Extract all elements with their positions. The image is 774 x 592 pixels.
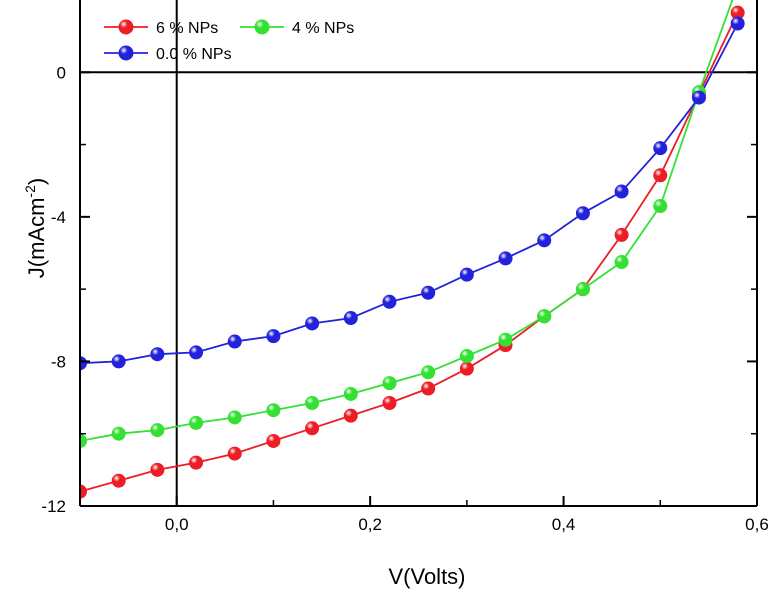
legend-marker-0 [118, 19, 134, 35]
data-point [382, 395, 397, 410]
legend-label-0: 6 % NPs [156, 20, 218, 37]
y-axis-title-main: J(mAcm [24, 198, 49, 279]
series-line-1 [80, 0, 734, 442]
data-point [227, 446, 242, 461]
y-tick-label: -12 [41, 497, 66, 516]
data-point [459, 361, 474, 376]
legend-marker-2 [118, 45, 134, 61]
legend-label-2: 0.0 % NPs [156, 46, 232, 63]
data-point [227, 334, 242, 349]
data-point [343, 408, 358, 423]
data-point [653, 168, 668, 183]
series-line-0 [80, 12, 739, 493]
x-axis-title: V(Volts) [388, 564, 465, 589]
y-tick-label: -8 [51, 352, 66, 371]
x-tick-label: 0,0 [165, 515, 189, 534]
data-point [653, 199, 668, 214]
data-point [305, 421, 320, 436]
data-point [614, 184, 629, 199]
y-axis-title-close: ) [24, 178, 49, 185]
data-point [80, 356, 87, 371]
axis-ticks: 0,0 0,2 0,4 0,6 -12 -8 -4 0 [41, 63, 768, 534]
data-point [575, 206, 590, 221]
data-point [227, 410, 242, 425]
y-axis-title: J(mAcm-2) [22, 178, 49, 278]
data-point [537, 309, 552, 324]
data-point [111, 473, 126, 488]
x-tick-label: 0,4 [552, 515, 576, 534]
legend-label-1: 4 % NPs [292, 20, 354, 37]
plot-frame [79, 0, 758, 507]
data-point [691, 90, 706, 105]
plot-content [80, 0, 757, 506]
data-point [305, 316, 320, 331]
data-point [421, 381, 436, 396]
data-point [111, 354, 126, 369]
data-point [150, 423, 165, 438]
data-point [111, 426, 126, 441]
y-axis-title-superscript: -2 [22, 185, 38, 198]
data-point [189, 345, 204, 360]
data-point [421, 365, 436, 380]
x-tick-label: 0,6 [745, 515, 769, 534]
data-point [343, 311, 358, 326]
data-point [266, 329, 281, 344]
y-tick-label: -4 [51, 208, 66, 227]
data-point [498, 332, 513, 347]
x-tick-label: 0,2 [358, 515, 382, 534]
data-point [189, 415, 204, 430]
data-point [150, 347, 165, 362]
data-point [305, 395, 320, 410]
data-point [459, 349, 474, 364]
data-point [614, 255, 629, 270]
data-point [730, 5, 745, 20]
data-point [498, 251, 513, 266]
data-point [730, 16, 745, 31]
data-point [266, 433, 281, 448]
data-point [537, 233, 552, 248]
legend: 6 % NPs 4 % NPs 0.0 % NPs [104, 19, 354, 63]
y-tick-label: 0 [57, 63, 66, 82]
data-point [421, 285, 436, 300]
legend-marker-1 [254, 19, 270, 35]
data-point [343, 386, 358, 401]
data-point [150, 462, 165, 477]
data-point [459, 267, 474, 282]
data-point [189, 455, 204, 470]
data-point [382, 294, 397, 309]
data-point [575, 282, 590, 297]
data-point [80, 484, 87, 499]
series-line-2 [80, 23, 739, 365]
data-point [614, 227, 629, 242]
data-point [80, 433, 87, 448]
data-point [653, 141, 668, 156]
data-point [266, 403, 281, 418]
data-point [382, 376, 397, 391]
